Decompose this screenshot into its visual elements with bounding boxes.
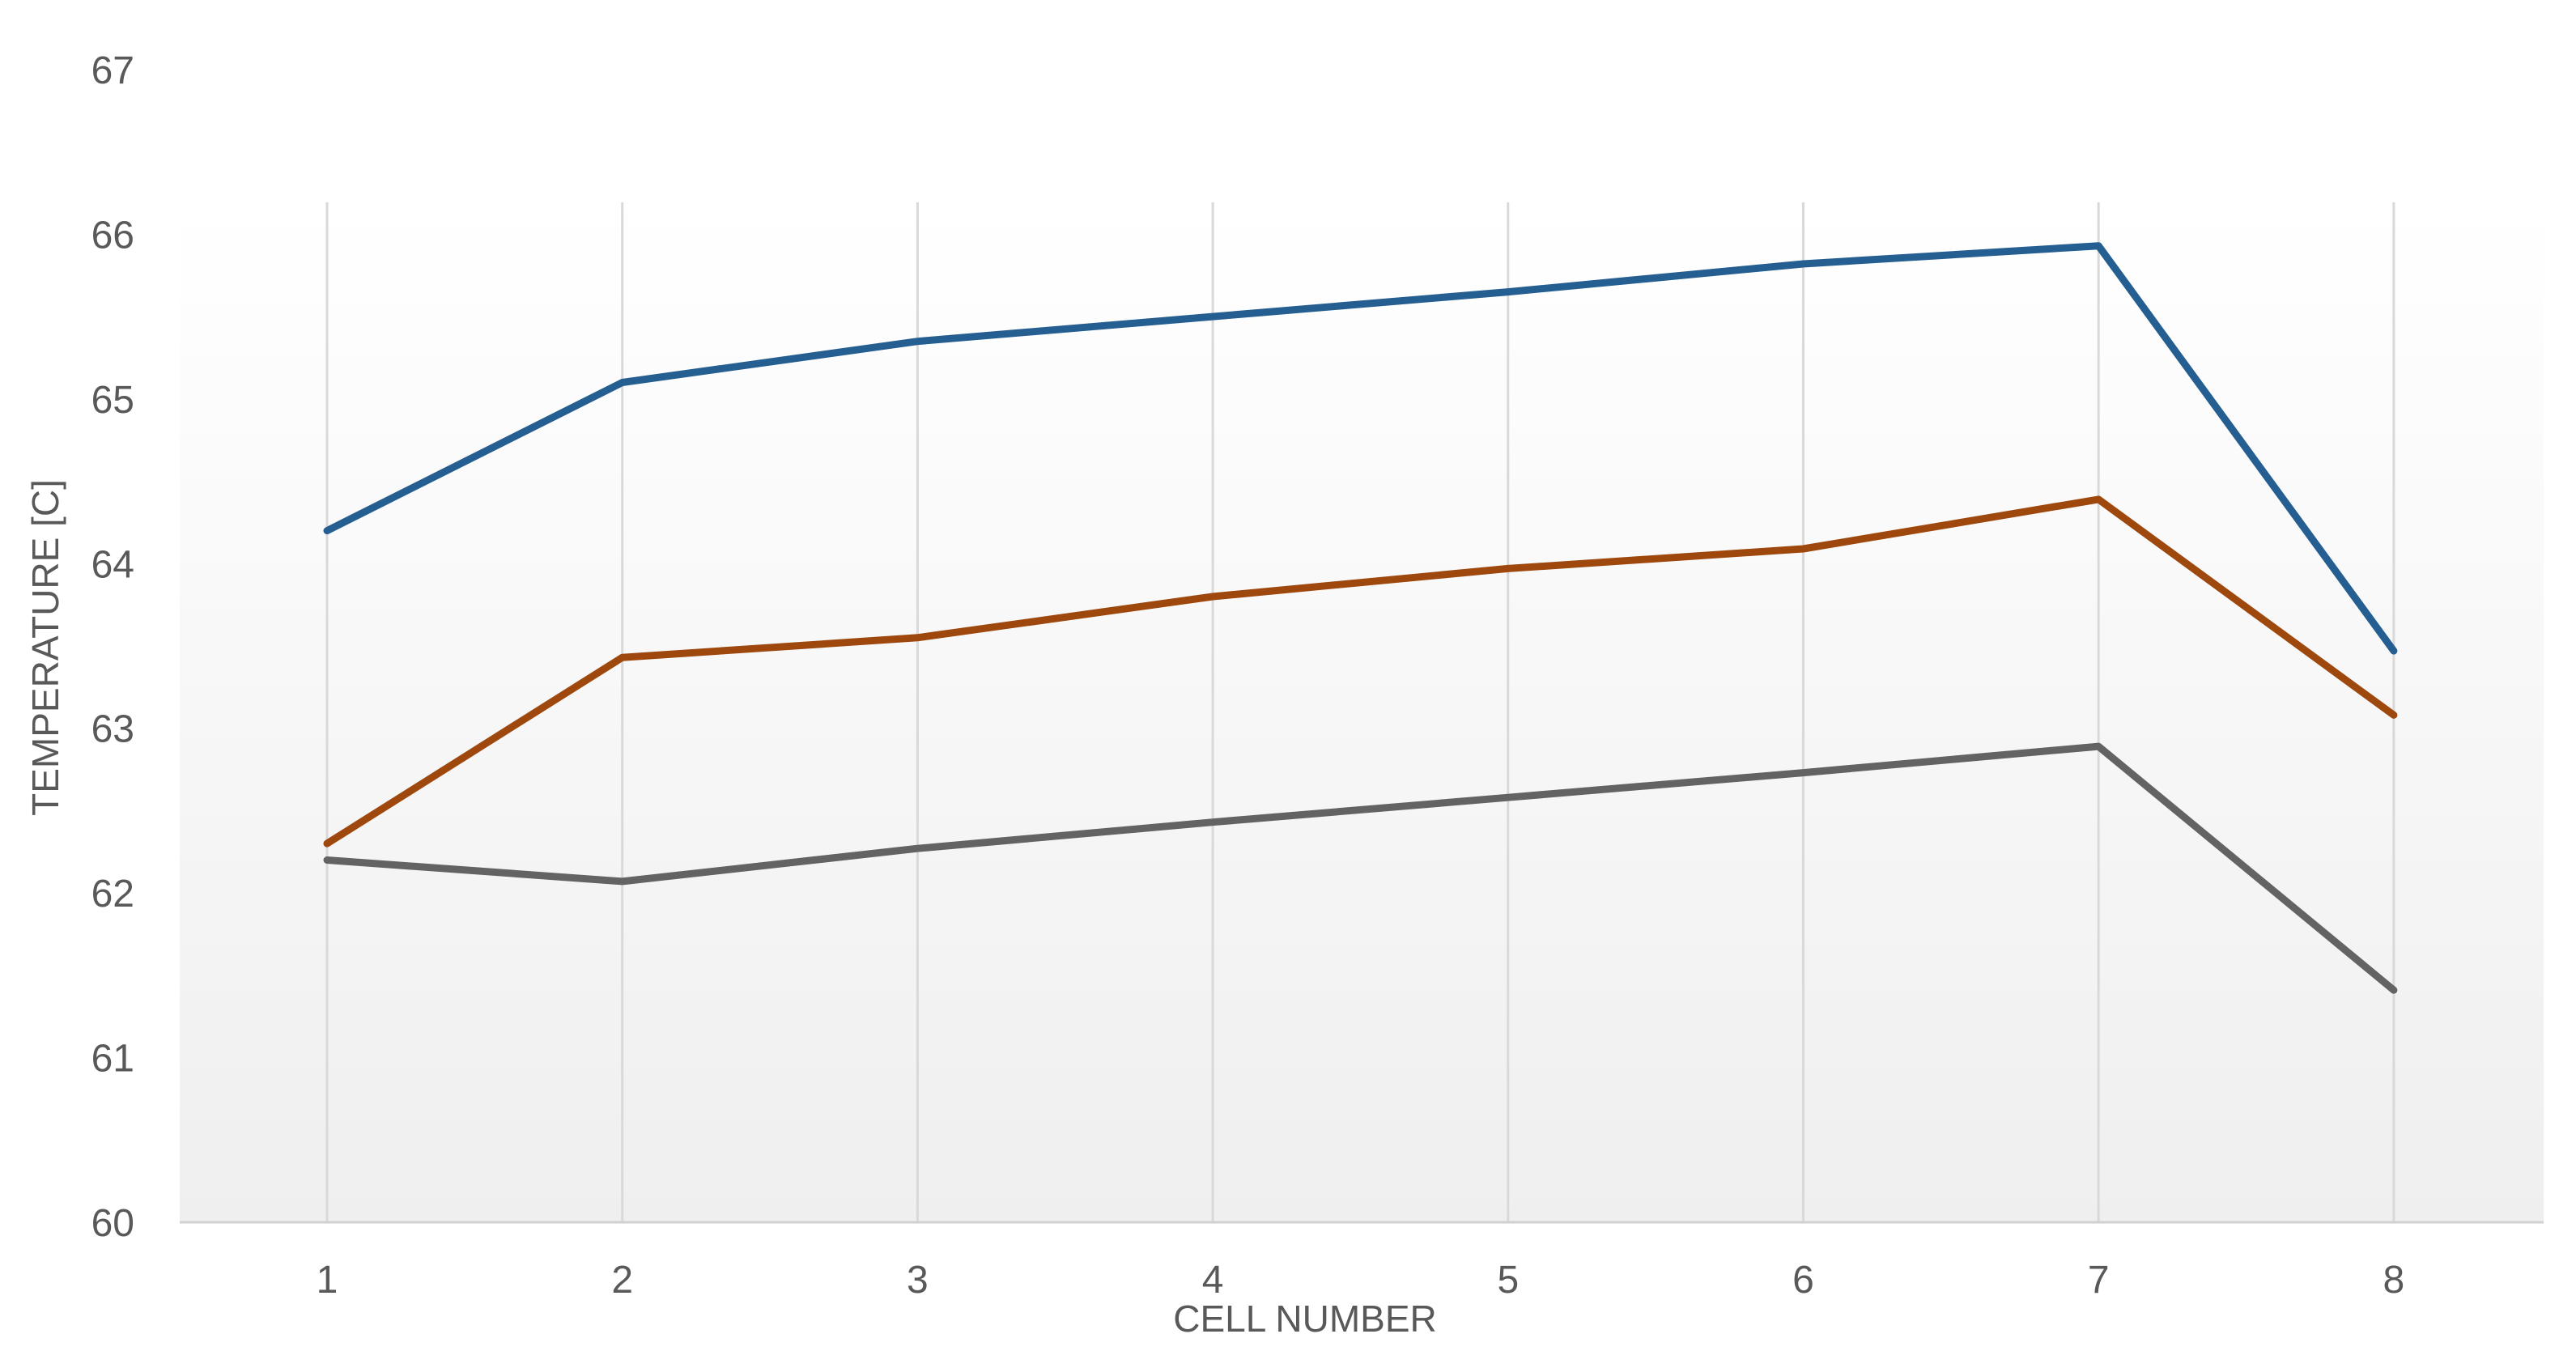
x-tick-label: 6: [1792, 1259, 1814, 1302]
series-lines: [323, 242, 2398, 994]
y-tick-label: 60: [91, 1202, 134, 1245]
y-tick-labels: 60 61 62 63 64 65 66 67: [91, 49, 134, 1245]
x-axis-title: CELL NUMBER: [1173, 1298, 1436, 1340]
x-tick-label: 5: [1497, 1259, 1519, 1302]
plot-background: [180, 202, 2544, 1222]
x-tick-label: 8: [2383, 1259, 2405, 1302]
series-line-3: [323, 742, 2398, 994]
y-tick-label: 63: [91, 708, 134, 751]
y-tick-label: 61: [91, 1038, 134, 1081]
x-tick-label: 3: [907, 1259, 929, 1302]
x-tick-label: 4: [1202, 1259, 1224, 1302]
y-tick-label: 65: [91, 379, 134, 422]
x-tick-label: 2: [611, 1259, 633, 1302]
y-tick-label: 62: [91, 873, 134, 916]
y-axis-title: TEMPERATURE [C]: [24, 479, 66, 816]
series-line-2: [323, 495, 2398, 848]
series-line-1: [323, 242, 2398, 655]
y-tick-label: 64: [91, 543, 134, 586]
x-tick-labels: 1 2 3 4 5 6 7 8: [317, 1259, 2405, 1302]
y-tick-label: 67: [91, 49, 134, 92]
x-tick-label: 1: [317, 1259, 338, 1302]
y-tick-label: 66: [91, 214, 134, 257]
gridlines: [325, 202, 2395, 1222]
x-tick-label: 7: [2088, 1259, 2110, 1302]
